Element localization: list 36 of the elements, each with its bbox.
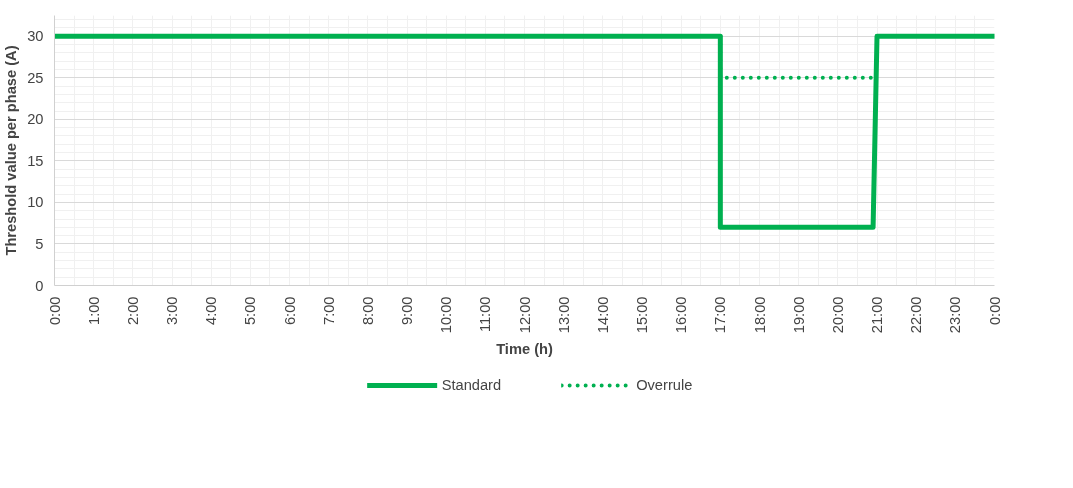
- x-axis-title: Time (h): [496, 341, 553, 358]
- x-tick-label: 19:00: [790, 296, 807, 334]
- y-tick-label: 20: [27, 111, 44, 128]
- x-tick-label: 16:00: [673, 296, 690, 334]
- x-tick-label: 6:00: [281, 296, 298, 326]
- x-tick-label: 12:00: [516, 296, 533, 334]
- y-tick-label: 5: [35, 235, 44, 252]
- y-tick-label: 0: [35, 277, 44, 294]
- x-tick-label: 5:00: [242, 296, 259, 326]
- x-tick-label: 14:00: [594, 296, 611, 334]
- x-tick-label: 4:00: [203, 296, 220, 326]
- x-tick-label: 11:00: [477, 296, 494, 333]
- x-tick-label: 18:00: [751, 296, 768, 334]
- x-tick-label: 3:00: [164, 296, 180, 326]
- y-tick-label: 15: [27, 152, 44, 169]
- x-tick-label: 17:00: [712, 296, 729, 334]
- y-axis-title: Threshold value per phase (A): [3, 45, 20, 256]
- x-tick-label: 7:00: [320, 296, 337, 326]
- x-tick-label: 0:00: [986, 296, 1003, 326]
- y-tick-label: 30: [27, 28, 44, 45]
- y-tick-label: 10: [27, 194, 44, 211]
- x-tick-label: 10:00: [438, 296, 455, 334]
- legend-label: Standard: [441, 377, 502, 393]
- x-tick-label: 0:00: [46, 296, 63, 326]
- x-tick-label: 22:00: [908, 296, 925, 334]
- x-tick-label: 9:00: [399, 296, 415, 326]
- x-tick-label: 1:00: [85, 296, 102, 326]
- legend-label: Overrule: [636, 377, 693, 393]
- x-tick-label: 2:00: [124, 296, 141, 326]
- x-tick-label: 21:00: [869, 296, 885, 334]
- x-tick-label: 8:00: [359, 296, 376, 326]
- x-tick-label: 23:00: [947, 296, 964, 334]
- x-tick-label: 15:00: [634, 296, 650, 334]
- x-tick-label: 13:00: [555, 296, 572, 334]
- x-tick-label: 20:00: [829, 296, 846, 334]
- y-tick-label: 25: [27, 69, 44, 86]
